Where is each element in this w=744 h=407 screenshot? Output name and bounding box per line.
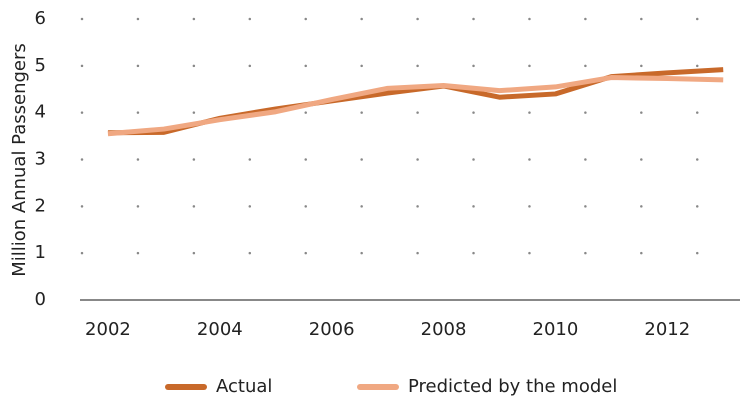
y-tick-label: 3 [35,149,46,170]
y-axis-label: Million Annual Passengers [9,43,30,277]
x-tick-label: 2012 [644,319,690,340]
y-tick-label: 2 [35,195,46,216]
y-tick-label: 6 [35,8,46,29]
line-series [107,75,724,137]
y-tick-label: 1 [35,242,46,263]
y-tick-label: 5 [35,55,46,76]
x-tick-label: 2008 [421,319,467,340]
legend-label: Predicted by the model [408,376,617,397]
x-tick-label: 2010 [533,319,579,340]
x-tick-label: 2006 [309,319,355,340]
x-tick-label: 2004 [197,319,243,340]
y-tick-label: 4 [35,102,46,123]
y-tick-label: 0 [35,289,46,310]
legend-label: Actual [216,376,272,397]
x-tick-label: 2002 [85,319,131,340]
